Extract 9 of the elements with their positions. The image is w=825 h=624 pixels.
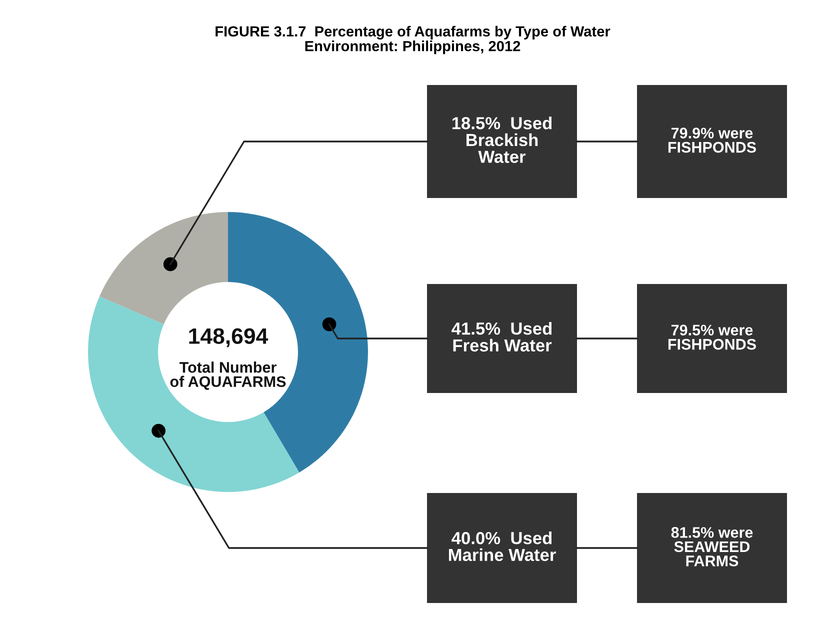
text: 148,694 xyxy=(189,328,268,348)
text: 81.5% were SEAWEED FARMS xyxy=(671,527,753,566)
text: 18.5% Used Brackish Water xyxy=(452,116,552,163)
text: 79.5% were FISHPONDS xyxy=(668,324,756,350)
text: FIGURE 3.1.7 Percentage of Aquafarms by Type of Water Environment: Philippines, 2012 xyxy=(216,26,610,54)
text: 40.0% Used Marine Water xyxy=(448,532,556,562)
text: 41.5% Used Fresh Water xyxy=(452,322,552,352)
text: 79.9% were FISHPONDS xyxy=(668,128,756,153)
text: Total Number of AQUAFARMS xyxy=(170,362,286,390)
